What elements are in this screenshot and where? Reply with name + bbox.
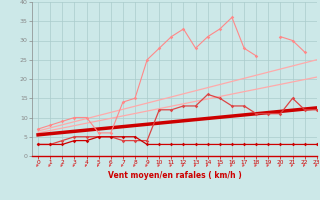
X-axis label: Vent moyen/en rafales ( km/h ): Vent moyen/en rafales ( km/h ) bbox=[108, 171, 241, 180]
